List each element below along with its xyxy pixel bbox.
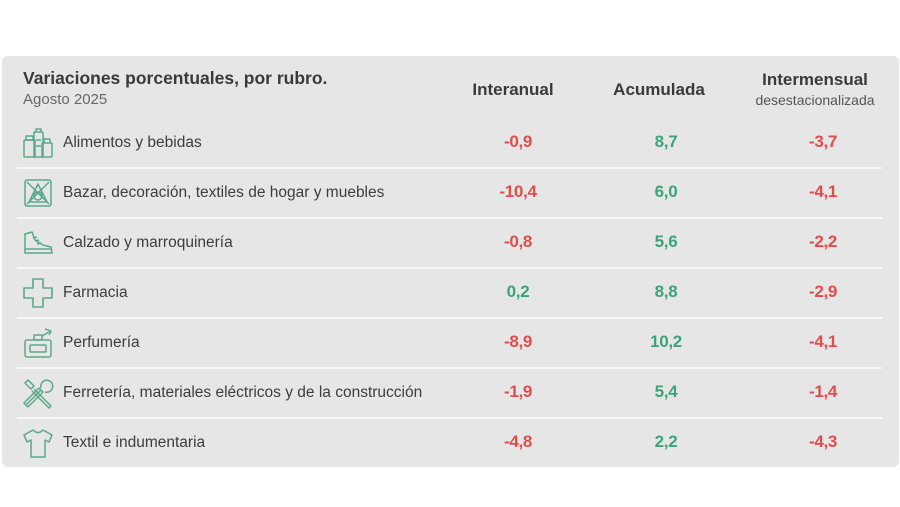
- table-row: Calzado y marroquinería -0,8 5,6 -2,2: [17, 218, 882, 268]
- table-row: Textil e indumentaria -4,8 2,2 -4,3: [17, 418, 882, 468]
- column-header-intermensual: Intermensual: [762, 70, 868, 89]
- perfume-icon: [21, 326, 55, 360]
- row-label: Bazar, decoración, textiles de hogar y m…: [63, 184, 385, 201]
- shirt-icon: [21, 426, 55, 460]
- value-interanual: -0,9: [503, 132, 533, 151]
- tools-icon: [21, 376, 55, 410]
- row-divider: [17, 417, 882, 419]
- row-label: Perfumería: [63, 334, 140, 351]
- value-acumulada: 8,8: [654, 282, 678, 301]
- row-divider: [17, 367, 882, 369]
- value-intermensual: -4,1: [808, 182, 838, 201]
- column-header-interanual: Interanual: [472, 80, 554, 99]
- value-interanual: -4,8: [503, 432, 533, 451]
- table-row: Ferretería, materiales eléctricos y de l…: [17, 368, 882, 418]
- row-label: Alimentos y bebidas: [63, 134, 202, 151]
- value-intermensual: -2,9: [808, 282, 838, 301]
- row-label: Farmacia: [63, 284, 128, 301]
- row-divider: [17, 167, 882, 169]
- value-interanual: 0,2: [506, 282, 530, 301]
- shoe-icon: [21, 226, 55, 260]
- value-interanual: -0,8: [503, 232, 533, 251]
- home-decor-icon: [21, 176, 55, 210]
- table-row: Alimentos y bebidas -0,9 8,7 -3,7: [17, 118, 882, 168]
- value-interanual: -1,9: [503, 382, 533, 401]
- table-row: Bazar, decoración, textiles de hogar y m…: [17, 168, 882, 218]
- row-label: Ferretería, materiales eléctricos y de l…: [63, 384, 423, 401]
- row-divider: [17, 217, 882, 219]
- value-acumulada: 8,7: [654, 132, 678, 151]
- value-intermensual: -4,3: [808, 432, 838, 451]
- value-acumulada: 2,2: [654, 432, 678, 451]
- value-intermensual: -4,1: [808, 332, 838, 351]
- row-divider: [17, 267, 882, 269]
- column-subheader-desestacionalizada: desestacionalizada: [755, 92, 875, 108]
- groceries-icon: [21, 126, 55, 160]
- row-label: Calzado y marroquinería: [63, 234, 233, 251]
- table-row: Perfumería -8,9 10,2 -4,1: [17, 318, 882, 368]
- value-intermensual: -1,4: [808, 382, 838, 401]
- value-acumulada: 5,4: [654, 382, 678, 401]
- value-acumulada: 10,2: [650, 332, 682, 351]
- column-header-acumulada: Acumulada: [613, 80, 705, 99]
- row-divider: [17, 317, 882, 319]
- value-intermensual: -2,2: [808, 232, 838, 251]
- table-row: Farmacia 0,2 8,8 -2,9: [17, 268, 882, 318]
- value-acumulada: 5,6: [654, 232, 678, 251]
- pharmacy-cross-icon: [21, 276, 55, 310]
- table-subtitle: Agosto 2025: [23, 91, 108, 108]
- value-acumulada: 6,0: [654, 182, 678, 201]
- value-interanual: -10,4: [499, 182, 537, 201]
- row-label: Textil e indumentaria: [63, 434, 206, 451]
- table-title: Variaciones porcentuales, por rubro.: [23, 68, 328, 88]
- table-card: [2, 56, 899, 467]
- value-interanual: -8,9: [503, 332, 533, 351]
- value-intermensual: -3,7: [808, 132, 838, 151]
